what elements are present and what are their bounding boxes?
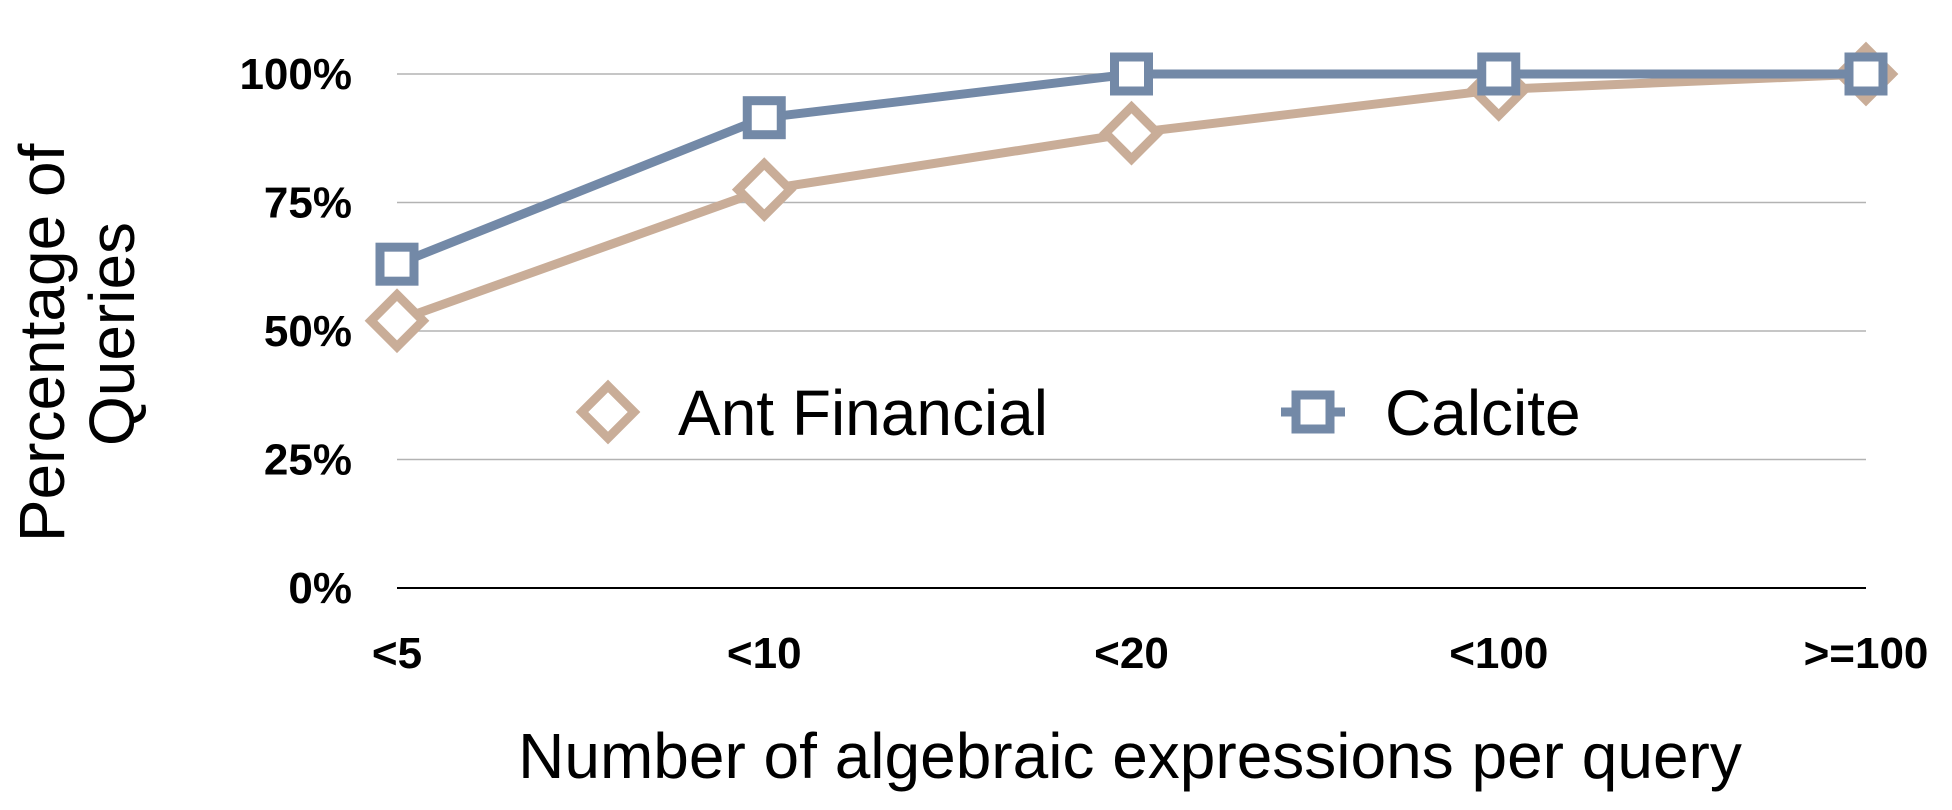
y-axis-title-line-1: Percentage of (6, 143, 78, 542)
data-point-ant-financial (364, 288, 430, 354)
legend-symbol-calcite (1291, 390, 1335, 434)
legend-label-calcite: Calcite (1385, 377, 1581, 449)
data-point-calcite (1110, 52, 1153, 96)
x-tick-label: <10 (727, 629, 802, 678)
legend-item-ant-financial: Ant Financial (575, 377, 1048, 449)
x-tick-label: <20 (1094, 629, 1169, 678)
y-tick-label: 25% (264, 436, 352, 485)
data-point-calcite (1477, 52, 1521, 96)
legend-item-calcite: Calcite (1281, 377, 1581, 449)
y-tick-label: 100% (239, 50, 352, 99)
y-tick-label: 50% (264, 307, 352, 356)
legend-label-ant-financial: Ant Financial (678, 377, 1048, 449)
legend-marker-ant-financial (575, 379, 641, 445)
legend-symbol-ant-financial (575, 379, 641, 445)
x-tick-label: <100 (1449, 629, 1548, 678)
legend-marker-calcite (1281, 390, 1345, 434)
series-layer (364, 41, 1899, 354)
x-tick-label: >=100 (1804, 629, 1929, 678)
data-point-ant-financial (1099, 100, 1164, 166)
x-tick-label: <5 (372, 629, 422, 678)
y-axis-title: Percentage of Queries (6, 126, 148, 542)
data-point-ant-financial (731, 157, 797, 223)
y-axis-title-line-2: Queries (76, 222, 148, 446)
y-axis-ticks: 0% 25% 50% 75% 100% (239, 50, 352, 613)
x-axis-ticks: <5 <10 <20 <100 >=100 (372, 629, 1928, 678)
y-tick-label: 0% (288, 564, 352, 613)
legend: Ant Financial Calcite (575, 377, 1581, 449)
x-axis-title: Number of algebraic expressions per quer… (518, 720, 1742, 792)
y-tick-label: 75% (264, 179, 352, 228)
data-point-calcite (742, 96, 786, 140)
series-calcite (375, 52, 1888, 286)
data-point-calcite (1844, 52, 1888, 96)
data-point-calcite (375, 242, 419, 286)
